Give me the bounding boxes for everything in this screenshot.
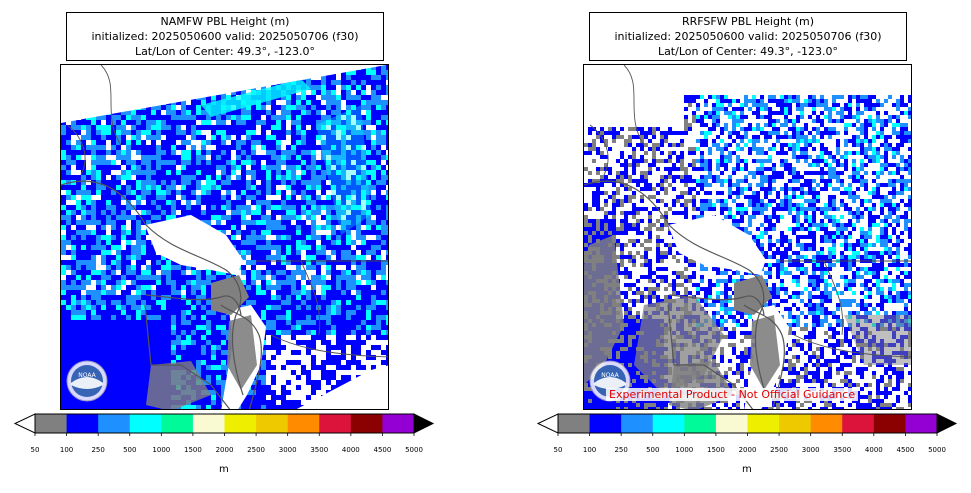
colorbar-bin bbox=[589, 414, 622, 433]
colorbar-tick-label: 2000 bbox=[739, 446, 757, 454]
colorbar-bin bbox=[842, 414, 875, 433]
colorbar-units: m bbox=[742, 464, 752, 475]
colorbar-bin bbox=[621, 414, 654, 433]
colorbar-tick-label: 5000 bbox=[928, 446, 946, 454]
init-valid-line: initialized: 2025050600 valid: 202505070… bbox=[614, 30, 882, 43]
colorbar-bin bbox=[129, 414, 162, 433]
colorbar-tick-label: 1500 bbox=[184, 446, 202, 454]
colorbar-tick-label: 4000 bbox=[865, 446, 883, 454]
init-valid-line: initialized: 2025050600 valid: 202505070… bbox=[91, 30, 359, 43]
colorbar: 50 100 250 500 1000 1500 2000 2500 3000 3500 4000 4… bbox=[13, 413, 435, 454]
noaa-logo-text: NOAA bbox=[601, 372, 619, 379]
colorbar-tick-label: 250 bbox=[91, 446, 104, 454]
coastlines bbox=[61, 65, 388, 409]
noaa-logo-text: NOAA bbox=[78, 372, 96, 379]
experimental-watermark: Experimental Product - Not Official Guid… bbox=[606, 388, 859, 401]
colorbar-tick-label: 3000 bbox=[802, 446, 820, 454]
colorbar-bin bbox=[66, 414, 99, 433]
pbl-field-map: NOAA bbox=[61, 65, 388, 409]
colorbar-bin bbox=[161, 414, 194, 433]
colorbar-bin bbox=[873, 414, 906, 433]
colorbar-bin bbox=[35, 414, 67, 433]
colorbar-tick-label: 500 bbox=[123, 446, 136, 454]
map-namfw: NOAA bbox=[60, 64, 389, 410]
colorbar-tick-label: 1500 bbox=[707, 446, 725, 454]
panel-title: NAMFW PBL Height (m) bbox=[160, 15, 290, 28]
colorbar-tick-label: 50 bbox=[31, 446, 40, 454]
panel-rrfsfw: RRFSFW PBL Height (m) initialized: 20250… bbox=[523, 0, 963, 493]
colorbar-tick-label: 1000 bbox=[675, 446, 693, 454]
colorbar-bin bbox=[224, 414, 257, 433]
colorbar-tick-label: 4500 bbox=[374, 446, 392, 454]
noaa-logo: NOAA bbox=[589, 360, 631, 402]
colorbar-over-arrow bbox=[936, 413, 958, 434]
pbl-field-map: NOAA bbox=[584, 65, 911, 409]
colorbar-bin bbox=[779, 414, 812, 433]
colorbar-bin bbox=[652, 414, 685, 433]
colorbar-over-arrow bbox=[413, 413, 435, 434]
colorbar-tick-label: 100 bbox=[583, 446, 596, 454]
colorbar-bin bbox=[98, 414, 131, 433]
colorbar-tick-label: 4500 bbox=[897, 446, 915, 454]
colorbar-under-arrow bbox=[13, 413, 36, 434]
colorbar-tick-label: 50 bbox=[554, 446, 563, 454]
colorbar-bin bbox=[905, 414, 938, 433]
map-rrfsfw: NOAA Experimental Product - Not Official… bbox=[583, 64, 912, 410]
colorbar-bin bbox=[558, 414, 590, 433]
colorbar-tick-label: 3000 bbox=[279, 446, 297, 454]
center-line: Lat/Lon of Center: 49.3°, -123.0° bbox=[134, 45, 316, 58]
panel-title-box: NAMFW PBL Height (m) initialized: 202505… bbox=[66, 12, 384, 61]
colorbar-units: m bbox=[219, 464, 229, 475]
colorbar-bin bbox=[287, 414, 320, 433]
center-line: Lat/Lon of Center: 49.3°, -123.0° bbox=[657, 45, 839, 58]
noaa-logo: NOAA bbox=[66, 360, 108, 402]
colorbar-tick-label: 100 bbox=[60, 446, 73, 454]
colorbar-tick-label: 3500 bbox=[833, 446, 851, 454]
colorbar-tick-label: 2000 bbox=[216, 446, 234, 454]
colorbar-bin bbox=[684, 414, 717, 433]
colorbar-tick-label: 500 bbox=[646, 446, 659, 454]
colorbar-bin bbox=[319, 414, 352, 433]
colorbar-under-arrow bbox=[536, 413, 559, 434]
colorbar-tick-label: 5000 bbox=[405, 446, 423, 454]
colorbar-bin bbox=[350, 414, 383, 433]
panel-namfw: NAMFW PBL Height (m) initialized: 202505… bbox=[0, 0, 440, 493]
colorbar: 50 100 250 500 1000 1500 2000 2500 3000 3500 4000 4… bbox=[536, 413, 958, 454]
colorbar-tick-label: 2500 bbox=[247, 446, 265, 454]
panel-title: RRFSFW PBL Height (m) bbox=[681, 15, 815, 28]
colorbar-tick-label: 4000 bbox=[342, 446, 360, 454]
colorbar-bin bbox=[747, 414, 780, 433]
colorbar-bin bbox=[715, 414, 748, 433]
colorbar-tick-label: 2500 bbox=[770, 446, 788, 454]
colorbar-bin bbox=[256, 414, 289, 433]
colorbar-tick-label: 1000 bbox=[152, 446, 170, 454]
colorbar-bin bbox=[382, 414, 415, 433]
colorbar-tick-label: 250 bbox=[614, 446, 627, 454]
colorbar-bin bbox=[810, 414, 843, 433]
coastlines bbox=[584, 65, 911, 409]
panel-title-box: RRFSFW PBL Height (m) initialized: 20250… bbox=[589, 12, 907, 61]
colorbar-tick-label: 3500 bbox=[310, 446, 328, 454]
colorbar-bin bbox=[192, 414, 225, 433]
